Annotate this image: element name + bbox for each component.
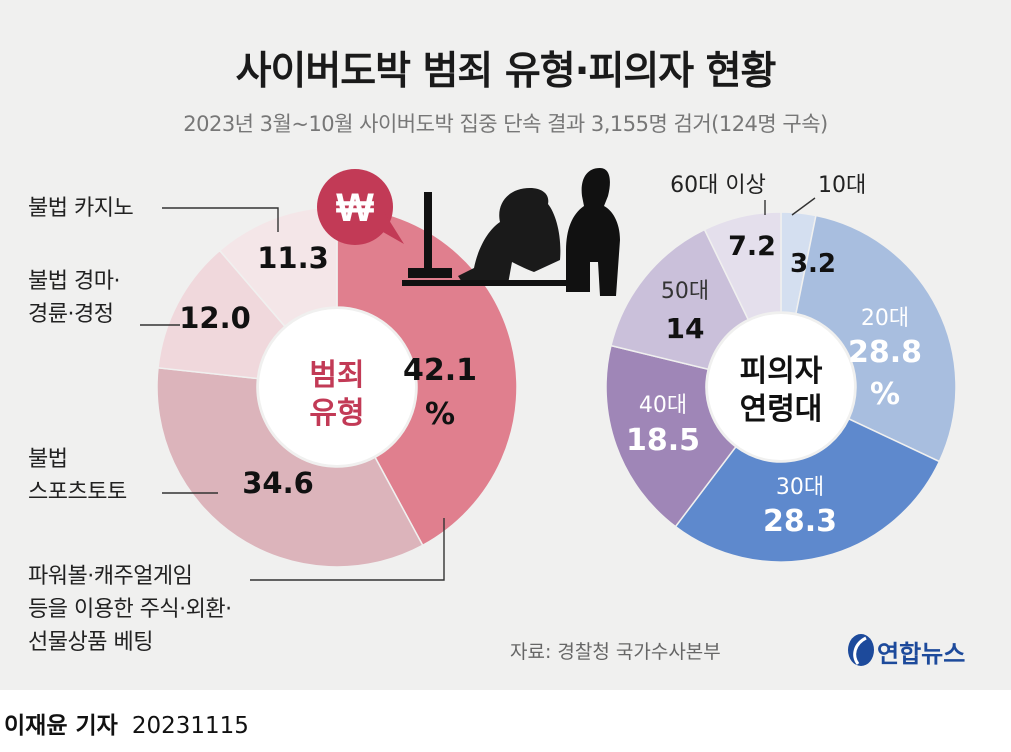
pie-value-label: 34.6 [242,466,314,500]
pie-center-hole [708,314,854,460]
pie-center-hole [259,309,415,465]
won-speech-bubble-icon: ₩ [317,169,404,245]
pie-slice-1 [795,214,957,463]
yonhap-logo-icon [848,634,874,666]
svg-text:₩: ₩ [336,186,374,230]
pie-center-label: 범죄 [309,358,364,393]
pie-value-label: 11.3 [257,241,329,275]
pie-center-label: 연령대 [740,392,823,427]
pie-category-label: 20대 [861,306,909,331]
leader-line [791,197,816,216]
pie-category-label: 40대 [639,393,687,418]
pie-value-label: 3.2 [790,249,836,279]
pie-value-unit: % [425,397,455,432]
pie-slice-1 [156,366,424,568]
pie-center-label: 유형 [309,396,364,431]
pie-slice-0 [336,206,518,547]
pie-category-label: 30대 [776,475,824,500]
page-title: 사이버도박 범죄 유형·피의자 현황 [235,49,777,94]
pie-value-label: 18.5 [626,423,700,458]
byline: 이재윤 기자 20231115 [4,706,249,740]
yonhap-logo-text: 연합뉴스 [877,640,966,668]
pie-value-label: 42.1 [403,353,477,388]
page-subtitle: 2023년 3월~10월 사이버도박 집중 단속 결과 3,155명 검거(12… [183,112,828,136]
leader-line [162,207,279,232]
pie-category-label: 50대 [661,279,709,304]
pie-category-label: 10대 [818,173,866,198]
leader-line [250,518,445,581]
pie-value-label: 28.8 [848,335,922,370]
pie-value-label: 7.2 [728,231,776,262]
pie-category-label: 60대 이상 [670,173,766,198]
pie-center-label: 피의자 [740,354,823,389]
pie-value-label: 12.0 [179,301,251,335]
reporter-name: 이재윤 기자 [4,713,118,739]
category-label: 불법 스포츠토토 [28,447,127,505]
category-label: 불법 카지노 [28,196,134,221]
category-label: 불법 경마· 경륜·경정 [28,269,120,327]
pie-value-label: 28.3 [763,504,837,539]
source-note: 자료: 경찰청 국가수사본부 [510,641,721,663]
pie-value-unit: % [870,377,900,412]
gambler-silhouette-icon [402,168,620,296]
category-label: 파워볼·캐주얼게임 등을 이용한 주식·외환· 선물상품 베팅 [28,564,232,655]
publish-date: 20231115 [131,713,249,739]
pie-slice-5 [703,211,782,321]
pie-slice-2 [674,417,941,563]
pie-value-label: 14 [666,312,705,345]
age-group-pie: 3.2 28.8 20대 28.3 30대 18.5 40대 14 50대 7.2% 10대 60대 … [605,173,957,563]
pie-slice-3 [605,344,737,528]
